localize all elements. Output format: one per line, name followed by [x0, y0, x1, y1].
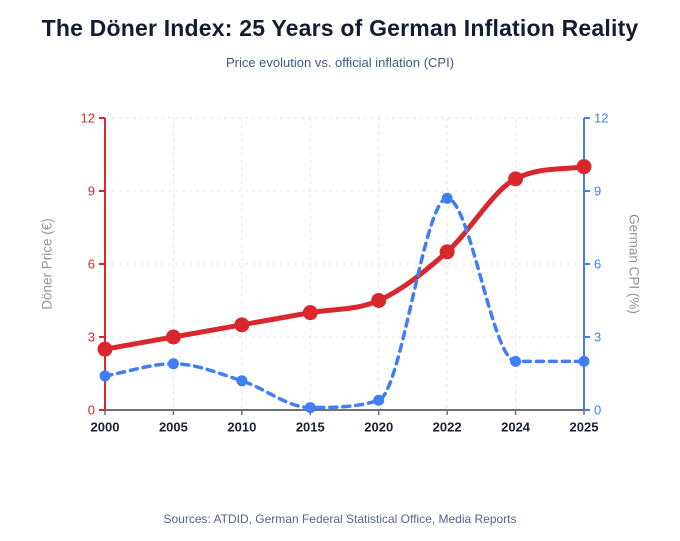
data-point-german-cpi-2020	[373, 394, 385, 406]
series-line-german-cpi	[103, 196, 586, 410]
left-tick-label-9: 9	[88, 184, 95, 199]
data-point-doner-price-2020	[371, 293, 387, 308]
x-tick-label-2000: 2000	[91, 420, 120, 435]
right-axis-title: German CPI (%)	[626, 214, 642, 314]
series-line-doner-price	[102, 164, 587, 352]
data-point-german-cpi-2025	[578, 355, 590, 367]
x-tick-label-2022: 2022	[433, 420, 462, 435]
x-tick-label-2015: 2015	[296, 420, 325, 435]
data-point-german-cpi-2000	[99, 370, 111, 382]
right-tick-label-9: 9	[594, 184, 601, 199]
x-tick-label-2025: 2025	[570, 420, 599, 435]
x-tick-label-2024: 2024	[501, 420, 531, 435]
chart-subtitle: Price evolution vs. official inflation (…	[225, 55, 455, 70]
right-tick-label-0: 0	[594, 403, 601, 418]
chart-title: The Döner Index: 25 Years of German Infl…	[41, 15, 639, 41]
source-note: Sources: ATDID, German Federal Statistic…	[163, 512, 517, 526]
x-tick-label-2020: 2020	[364, 420, 393, 435]
data-point-doner-price-2000	[97, 341, 113, 357]
left-tick-label-3: 3	[88, 330, 95, 345]
data-point-doner-price-2005	[165, 329, 181, 345]
data-point-doner-price-2015	[302, 305, 318, 321]
right-tick-label-3: 3	[594, 330, 601, 345]
left-tick-label-0: 0	[88, 403, 95, 418]
data-point-german-cpi-2022	[441, 192, 453, 204]
data-point-german-cpi-2005	[167, 358, 179, 370]
data-point-doner-price-2010	[234, 317, 250, 333]
data-point-doner-price-2022	[439, 244, 455, 260]
data-point-doner-price-2024	[508, 171, 524, 187]
left-tick-label-12: 12	[81, 111, 95, 126]
left-tick-label-6: 6	[88, 257, 95, 272]
data-point-doner-price-2025	[576, 159, 592, 175]
right-tick-label-12: 12	[594, 111, 608, 126]
x-tick-label-2010: 2010	[227, 420, 256, 435]
x-tick-label-2005: 2005	[159, 420, 188, 435]
data-point-german-cpi-2015	[304, 402, 316, 414]
left-axis-title: Döner Price (€)	[39, 218, 55, 310]
right-tick-label-6: 6	[594, 257, 601, 272]
data-point-german-cpi-2024	[510, 355, 522, 367]
data-point-german-cpi-2010	[236, 375, 248, 387]
